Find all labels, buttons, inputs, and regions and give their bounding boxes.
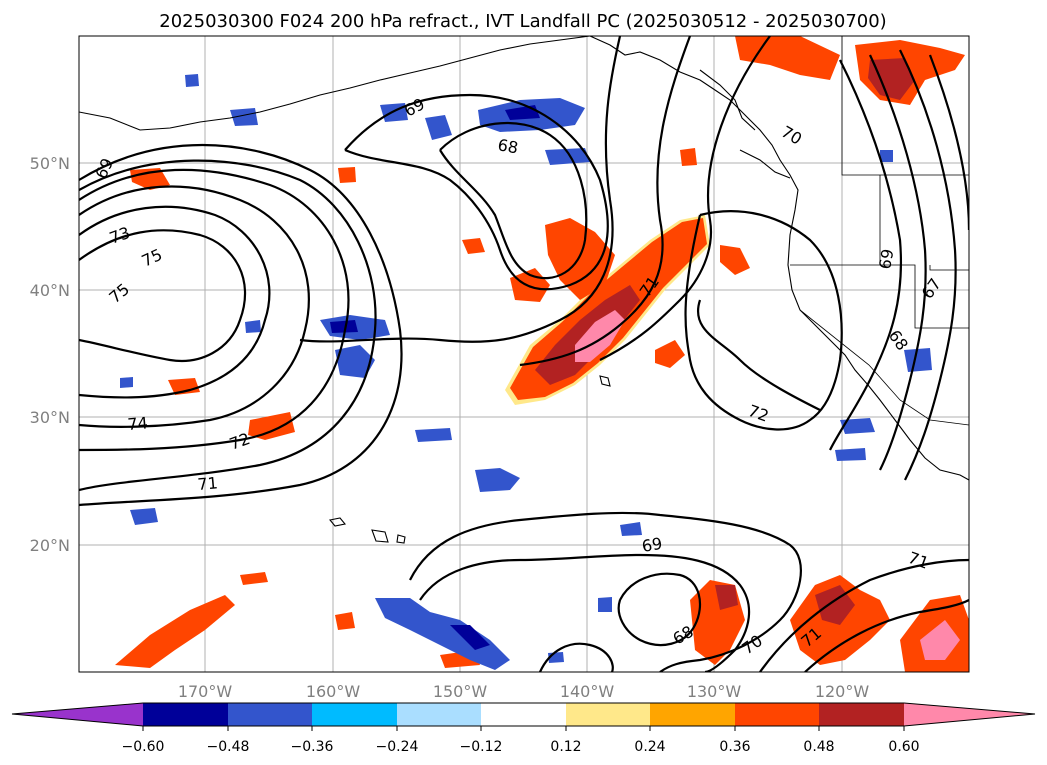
colorbar-extend-low — [12, 703, 143, 726]
lon-label: 120°W — [815, 682, 870, 701]
colorbar-tick-labels: −0.60 −0.48 −0.36 −0.24 −0.12 0.12 0.24 … — [122, 739, 920, 755]
colorbar-segment — [228, 703, 312, 726]
colorbar-segment — [312, 703, 397, 726]
colorbar-segment — [650, 703, 735, 726]
colorbar-tick-label: −0.24 — [376, 739, 419, 755]
colorbar-segment — [735, 703, 819, 726]
refractivity-contours — [79, 36, 969, 672]
contour-label: 74 — [127, 413, 149, 434]
contour-label: 71 — [197, 473, 219, 494]
lat-label: 30°N — [30, 408, 70, 427]
colorbar — [11, 702, 1036, 727]
lon-label: 130°W — [687, 682, 742, 701]
lon-label: 140°W — [560, 682, 615, 701]
lat-label: 50°N — [30, 154, 70, 173]
colorbar-segment — [397, 703, 481, 726]
colorbar-ticks — [142, 726, 905, 731]
colorbar-tick-label: −0.48 — [207, 739, 250, 755]
map-frame — [78, 35, 970, 673]
colorbar-tick-label: 0.48 — [803, 739, 834, 755]
lat-label: 40°N — [30, 281, 70, 300]
colorbar-segment — [143, 703, 228, 726]
colorbar-segment — [566, 703, 650, 726]
colorbar-tick-label: 0.36 — [719, 739, 750, 755]
latitude-labels: 50°N 40°N 30°N 20°N — [30, 154, 70, 555]
contour-label: 68 — [496, 135, 519, 157]
colorbar-tick-label: −0.36 — [291, 739, 334, 755]
map-panel: 69 68 70 69 67 68 73 75 75 71 72 74 72 7… — [78, 35, 970, 673]
map-background — [79, 36, 969, 672]
colorbar-tick-label: 0.24 — [634, 739, 665, 755]
contour-label: 69 — [875, 247, 897, 270]
lon-label: 170°W — [178, 682, 233, 701]
coastlines — [79, 36, 969, 544]
colorbar-tick-label: 0.60 — [888, 739, 919, 755]
contour-label: 69 — [640, 534, 663, 556]
longitude-labels: 170°W 160°W 150°W 140°W 130°W 120°W — [178, 682, 870, 701]
colorbar-tick-label: 0.12 — [550, 739, 581, 755]
colorbar-segment — [481, 703, 566, 726]
lon-label: 160°W — [306, 682, 361, 701]
ivt-negative-shading — [120, 74, 932, 670]
lon-label: 150°W — [433, 682, 488, 701]
colorbar-tick-label: −0.12 — [460, 739, 503, 755]
colorbar-tick-label: −0.60 — [122, 739, 165, 755]
colorbar-extend-high — [904, 703, 1035, 726]
colorbar-segment — [819, 703, 904, 726]
figure-title: 2025030300 F024 200 hPa refract., IVT La… — [159, 11, 886, 32]
lat-label: 20°N — [30, 536, 70, 555]
